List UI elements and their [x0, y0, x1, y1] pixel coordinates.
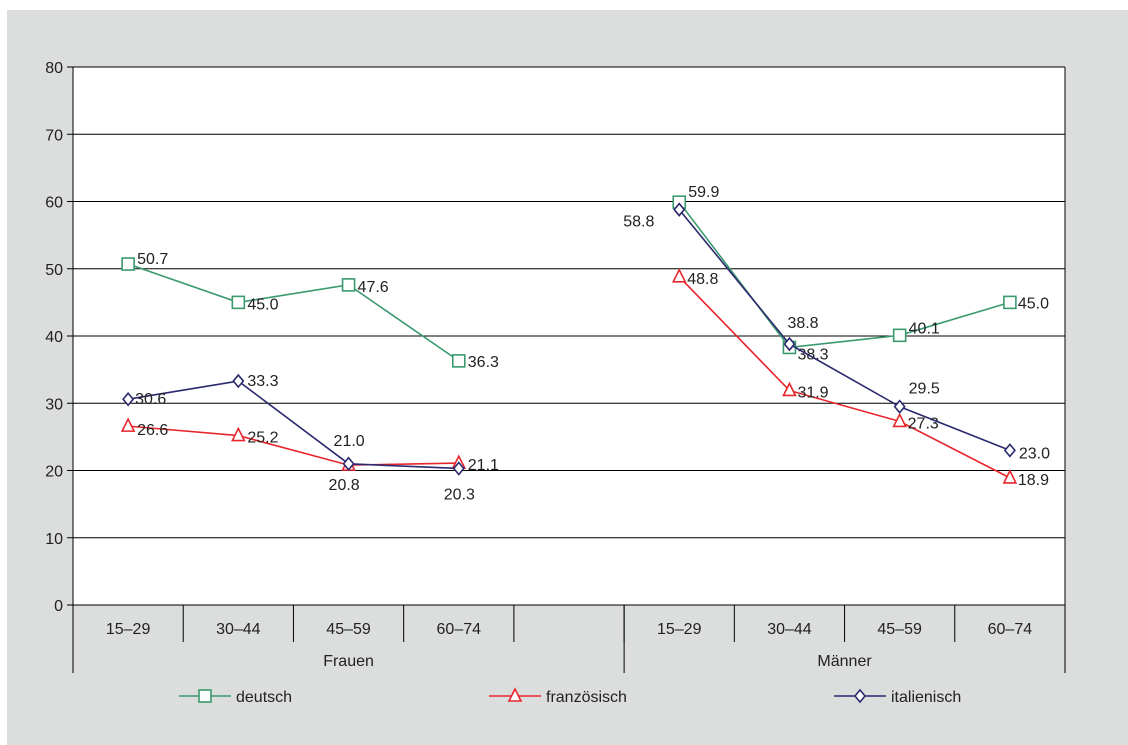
data-point-französisch [671, 268, 687, 283]
data-label: 25.2 [247, 430, 278, 447]
data-point-deutsch [451, 354, 466, 368]
legend-label: italienisch [891, 689, 961, 706]
data-label: 48.8 [687, 271, 718, 288]
data-point-französisch [892, 412, 907, 428]
data-point-französisch [782, 381, 797, 397]
data-label: 23.0 [1019, 445, 1050, 462]
legend-marker-italienisch [853, 688, 867, 704]
data-point-italienisch [1003, 443, 1016, 458]
data-point-italienisch [232, 373, 245, 389]
data-point-deutsch [121, 257, 135, 271]
series-line-deutsch [678, 201, 1011, 349]
y-tick-label: 0 [54, 598, 63, 615]
series-line-deutsch [127, 263, 460, 362]
x-tick-label: 60–74 [437, 621, 482, 638]
data-point-deutsch [231, 295, 246, 310]
x-tick-label: 45–59 [326, 621, 371, 638]
legend-marker-deutsch [198, 689, 212, 703]
legend-label: deutsch [236, 689, 292, 706]
y-tick-label: 50 [45, 262, 63, 279]
data-label: 38.3 [797, 346, 828, 363]
group-label: Frauen [323, 653, 374, 670]
data-label: 58.8 [623, 214, 654, 231]
y-tick-label: 80 [45, 60, 63, 77]
data-point-deutsch [892, 328, 907, 343]
data-label: 29.5 [909, 381, 940, 398]
x-tick-label: 15–29 [657, 621, 702, 638]
data-label: 27.3 [908, 415, 939, 432]
data-label: 45.0 [247, 296, 278, 313]
data-point-italienisch [342, 456, 355, 472]
legend-label: französisch [546, 689, 627, 706]
data-point-italienisch [452, 461, 465, 476]
data-label: 20.8 [329, 477, 360, 494]
chart-frame: 0 10 20 30 40 50 60 70 80 15–29 30–44 45–59 60–74 15–… [7, 10, 1128, 745]
line-chart: 0 10 20 30 40 50 60 70 80 15–29 30–44 45–59 60–74 15–… [45, 60, 1066, 706]
y-tick-label: 20 [45, 464, 63, 481]
data-point-französisch [231, 426, 246, 442]
data-label: 31.9 [797, 384, 828, 401]
x-tick-label: 45–59 [877, 621, 922, 638]
data-point-italienisch [893, 399, 906, 414]
data-label: 59.9 [688, 184, 719, 201]
y-tick-label: 70 [45, 127, 63, 144]
series-line-italienisch [678, 209, 1011, 452]
x-tick-label: 60–74 [988, 621, 1033, 638]
data-point-französisch [1002, 469, 1018, 484]
data-label: 33.3 [247, 373, 278, 390]
data-label: 20.3 [444, 486, 475, 503]
data-label: 47.6 [358, 279, 389, 296]
data-label: 40.1 [909, 320, 940, 337]
series-line-italienisch [127, 380, 459, 470]
group-label: Männer [817, 653, 872, 670]
data-label: 26.6 [137, 422, 168, 439]
data-point-italienisch [783, 336, 796, 352]
y-tick-label: 40 [45, 329, 63, 346]
y-tick-label: 30 [45, 396, 63, 413]
x-tick-label: 30–44 [216, 621, 261, 638]
data-label: 45.0 [1018, 295, 1049, 312]
legend-marker-französisch [507, 687, 523, 702]
x-tick-label: 30–44 [767, 621, 812, 638]
x-tick-label: 15–29 [106, 621, 151, 638]
y-tick-label: 60 [45, 195, 63, 212]
data-point-deutsch [341, 278, 356, 292]
data-label: 21.0 [334, 433, 365, 450]
y-tick-label: 10 [45, 531, 63, 548]
data-point-italienisch [673, 202, 686, 217]
data-point-französisch [120, 417, 136, 432]
data-label: 36.3 [468, 354, 499, 371]
data-label: 21.1 [468, 457, 499, 474]
data-point-italienisch [122, 391, 135, 407]
data-label: 18.9 [1018, 472, 1049, 489]
series-line-französisch [128, 425, 459, 466]
data-point-deutsch [1003, 295, 1017, 310]
data-label: 50.7 [137, 251, 168, 268]
data-label: 30.6 [135, 391, 166, 408]
series-line-französisch [678, 276, 1011, 479]
data-label: 38.8 [787, 315, 818, 332]
